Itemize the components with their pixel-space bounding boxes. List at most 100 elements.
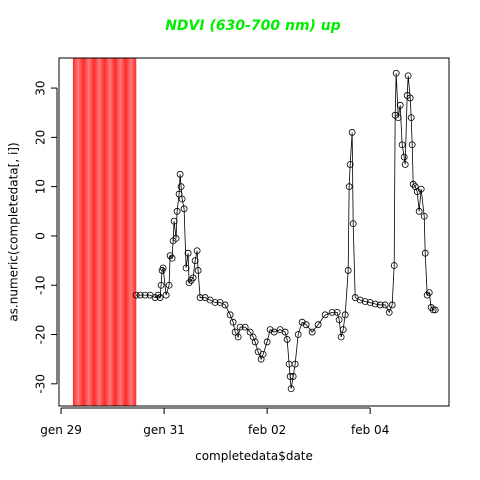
data-point [394,114,402,122]
data-point [294,331,302,338]
data-point [172,235,180,242]
x-tick-label: gen 29 [40,423,82,437]
data-point [196,294,204,301]
data-point [191,257,199,264]
data-point [259,350,267,358]
data-point [413,188,421,195]
data-point [427,304,435,311]
data-point [314,321,322,329]
data-point [177,183,185,191]
data-point [159,264,167,272]
data-point [341,311,349,319]
series-line [136,73,436,389]
data-point [431,306,439,314]
data-point [345,183,353,191]
data-point [165,281,173,289]
data-point [390,262,398,269]
data-point [286,373,294,380]
y-tick-label: -10 [34,275,48,295]
data-point [408,141,416,149]
data-point [246,328,254,336]
data-point [141,291,149,299]
data-point [236,323,244,331]
data-point [157,281,165,289]
data-point [381,301,389,309]
data-point [401,161,409,168]
data-point [328,308,336,316]
y-tick-label: 0 [34,232,48,240]
x-tick-label: feb 02 [248,423,286,437]
data-point [349,220,357,228]
data-point [396,101,404,109]
data-point [321,311,329,319]
data-point [154,291,162,299]
data-point [291,360,299,368]
data-point [339,326,347,333]
data-point [226,311,234,319]
data-point [425,289,433,297]
data-point [221,301,229,309]
data-point [361,298,369,305]
data-point [333,308,341,316]
data-point [404,72,412,80]
y-tick-label: 20 [34,130,48,145]
data-point [371,300,379,308]
data-point [162,291,170,299]
data-point [388,301,396,309]
data-point [409,180,417,188]
data-point [423,291,431,299]
data-point [251,338,259,346]
chart-title: NDVI (630-700 nm) up [165,18,341,34]
data-point [189,274,197,282]
data-point [182,264,190,272]
data-point [231,328,239,336]
data-point [283,336,291,343]
data-point [385,308,393,316]
data-point [132,291,140,299]
plot-area: -30 -20 -10 0 10 20 30 gen 29 gen 31 feb 02 feb 04 [34,57,450,437]
data-point [289,373,297,380]
data-point [229,318,237,326]
data-point [166,252,174,260]
data-point [335,316,343,324]
x-tick-label: gen 31 [143,423,185,437]
data-point [266,326,274,333]
data-point [211,299,219,306]
data-point [194,267,202,274]
data-point [156,294,164,301]
data-point [178,195,186,203]
data-point [136,291,144,299]
data-point [302,321,310,329]
data-point [298,318,306,326]
data-point [366,299,374,306]
data-point [173,207,181,215]
y-axis-label: as.numeric(completedata[, i]) [7,142,21,321]
data-point [420,212,428,220]
data-point [234,333,242,341]
data-point [400,153,408,161]
data-point [356,296,364,304]
data-point [263,338,271,346]
x-tick-label: feb 04 [351,423,389,437]
plot-frame [58,57,450,407]
data-point [392,69,400,77]
data-point [348,129,356,136]
data-point [180,205,188,213]
data-point [185,279,193,287]
data-point [170,217,178,225]
data-point [407,114,415,122]
data-point [346,161,354,168]
data-point [270,328,278,336]
data-point [241,323,249,331]
data-point [429,306,437,314]
y-tick-label: -20 [34,325,48,345]
data-point [193,247,201,255]
data-point [344,267,352,274]
data-point [398,141,406,149]
data-point [281,328,289,336]
data-point [176,170,184,178]
highlight-band [72,58,137,406]
data-point [376,301,384,309]
data-point [406,94,414,102]
